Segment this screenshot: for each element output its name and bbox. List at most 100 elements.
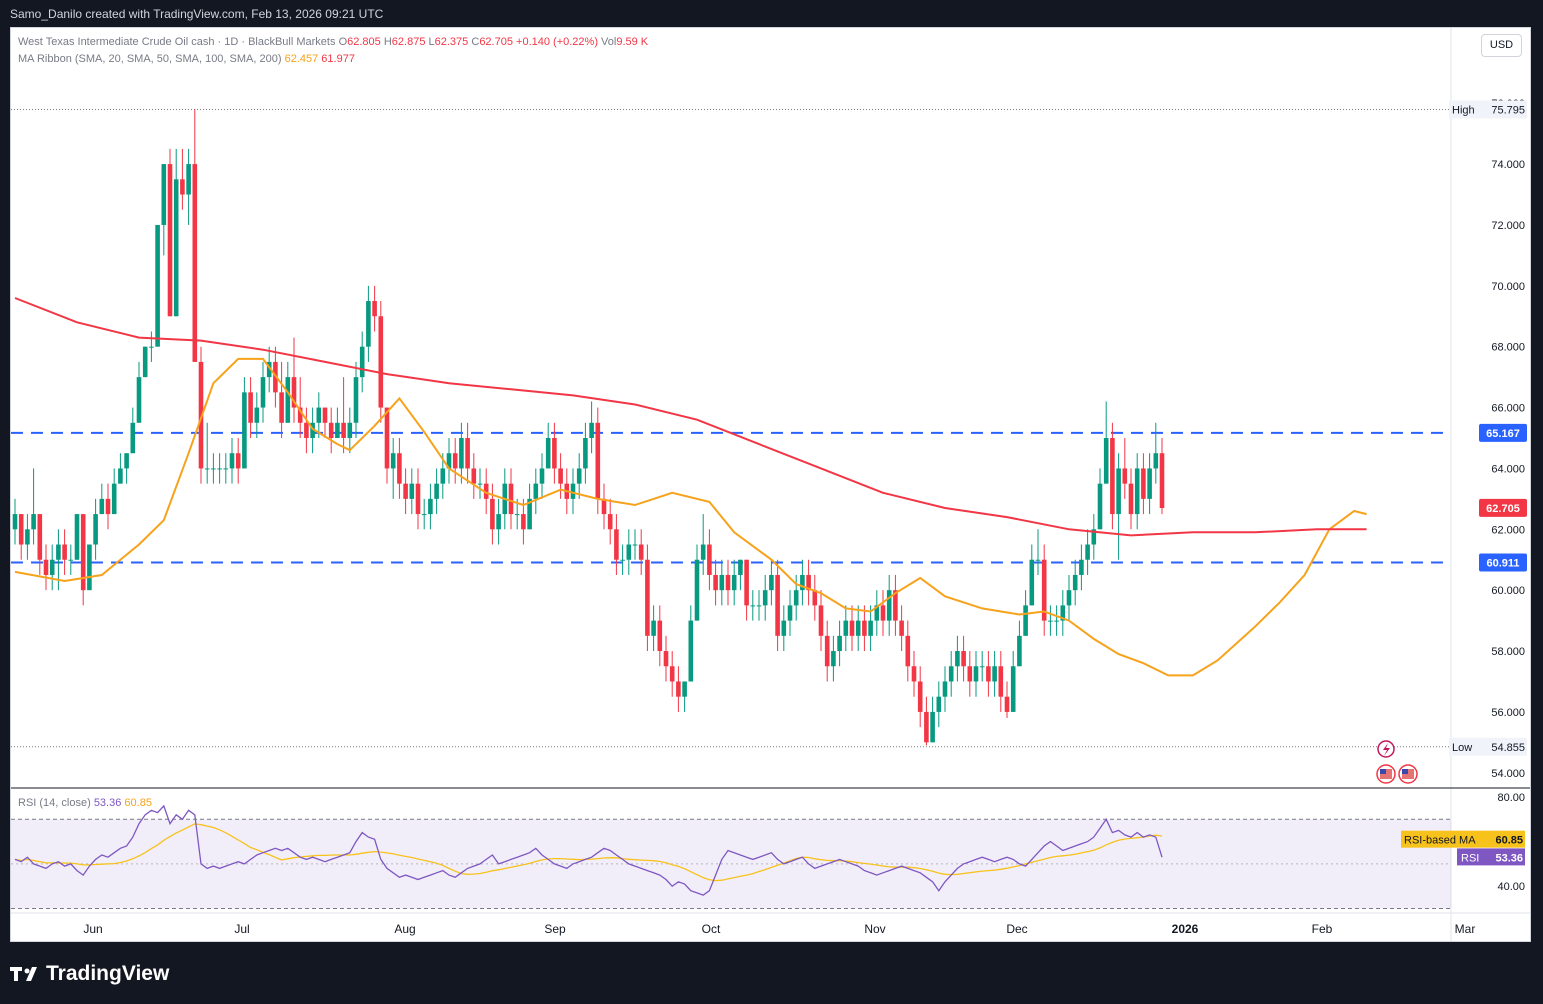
candle [1035,529,1041,575]
candle-body [1048,620,1053,622]
candle [558,453,563,499]
candle-body [471,468,477,484]
candle-body [142,346,148,378]
candle [762,574,768,621]
candle-body [595,422,601,499]
candle-body [545,438,551,469]
candle [1110,422,1115,530]
candle [831,635,836,682]
candle [521,498,526,545]
candle-body [223,468,229,470]
candle-body [316,407,322,423]
candle [607,498,613,545]
ma-value-2: 61.977 [321,53,355,65]
candle-body [130,422,136,454]
candle-body [694,559,700,621]
candle [545,422,551,469]
time-tick-label: Aug [394,922,415,936]
candle-body [483,483,489,499]
high-tag-value: 75.795 [1491,104,1525,116]
candle-body [477,483,483,485]
rsi-ma-tag-box [1401,830,1525,848]
candle-body [756,605,762,607]
candle [893,574,898,636]
candle-body [688,620,694,682]
candle-body [155,224,160,347]
candle-body [260,377,266,408]
candle-body [893,590,898,621]
candle [818,590,824,652]
candle [1079,544,1084,591]
candle [390,438,396,499]
candle [1141,453,1146,515]
candle-body [229,453,235,469]
high-tag-label: High [1452,104,1475,116]
candle-body [198,361,204,469]
candle-body [527,498,532,530]
candle-body [942,681,948,697]
candle [347,407,353,454]
candle [415,468,421,530]
price-tick-label: 60.000 [1491,585,1525,597]
time-tick-label: Feb [1312,922,1333,936]
candle-body [242,392,247,469]
rsi-tag-label: RSI [1461,852,1479,864]
last-price-tag-box [1479,498,1527,517]
candle [651,605,656,652]
candle [1054,605,1059,636]
candle [781,605,787,652]
candle-body [415,483,421,515]
candle [80,514,86,606]
candle [471,453,477,499]
candle [155,224,160,347]
candle-body [186,164,191,195]
candle [855,605,861,652]
candle-body [707,544,712,575]
candle [874,590,880,636]
candle [198,346,204,484]
candle [713,559,718,606]
chart-pane[interactable]: 76.00074.00072.00070.00068.00066.00064.0… [10,27,1531,942]
currency-button[interactable]: USD [1481,34,1522,57]
candle-body [1010,666,1016,712]
ma-line-1 [14,297,1367,537]
candle-body [936,696,942,712]
candle-body [614,529,619,560]
candle-body [973,666,979,682]
candle [1010,651,1016,712]
candle-body [806,574,811,591]
price-tick-label: 68.000 [1491,342,1525,354]
candle-body [254,407,260,423]
candle-body [1041,559,1047,621]
candle [459,422,464,484]
close-label: C [471,36,480,48]
time-tick-label: Oct [702,922,721,936]
candle-body [583,438,588,469]
candle-body [725,574,731,591]
price-chart[interactable]: 76.00074.00072.00070.00068.00066.00064.0… [11,28,1531,942]
candle-body [967,666,973,682]
time-tick-label: Mar [1455,922,1476,936]
candle [899,605,904,652]
candle-body [924,711,929,743]
candle-body [490,498,495,530]
candle-body [341,422,346,438]
low-tag-value: 54.855 [1491,742,1525,754]
candle [800,559,805,606]
candle-body [576,468,582,484]
candle [508,468,514,530]
candle [775,559,780,652]
rsi-ma-line [14,823,1163,882]
candle [235,438,241,484]
candle [583,422,588,484]
candle-body [862,620,867,636]
candle-body [514,514,520,516]
candle [806,559,811,606]
candle [105,483,111,530]
candle [161,164,167,256]
candle-body [533,483,539,499]
candle [118,453,123,484]
ma-value-1: 62.457 [284,53,319,65]
candle [1029,544,1035,606]
candle [254,392,260,438]
